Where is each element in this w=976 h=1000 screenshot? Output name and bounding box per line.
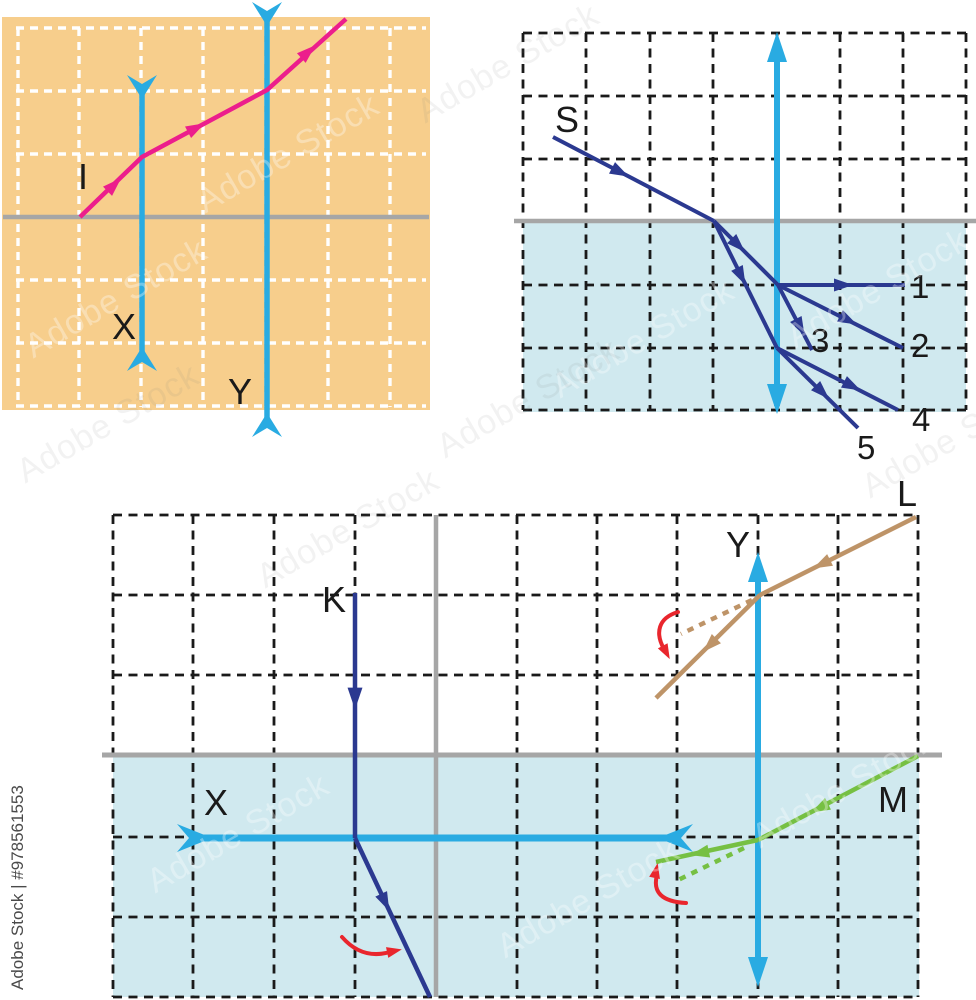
label-ray-4: 4 — [912, 401, 930, 438]
label-lens-y-panel3: Y — [726, 524, 750, 565]
label-ray-3: 3 — [811, 322, 829, 359]
panel-top-right: S 1 2 3 4 5 — [514, 31, 976, 466]
refracted-branch-b — [712, 220, 779, 349]
ray-arrow-icon — [347, 687, 363, 710]
normal-up-arrow-icon — [767, 32, 787, 62]
lens-y-bottom-chevron-icon — [252, 413, 282, 437]
ray-k — [347, 593, 433, 998]
stock-id-watermark: Adobe Stock | #978561553 — [8, 785, 27, 990]
ray-l — [654, 514, 918, 700]
label-ray-2: 2 — [911, 327, 929, 364]
ray-s-incident — [552, 135, 715, 223]
label-lens-x: X — [112, 306, 136, 347]
ray-i — [78, 17, 348, 219]
ray-3 — [776, 284, 814, 351]
lens-x-panel3 — [177, 824, 693, 852]
label-lens-y: Y — [228, 371, 252, 412]
refracted-branch-a — [712, 219, 780, 287]
label-ray-k: K — [322, 579, 346, 620]
ray-l-undeviated-dashed — [680, 597, 753, 637]
panel-top-left: I X Y — [2, 2, 430, 437]
ray-4 — [776, 346, 899, 412]
bend-arrow-m-curve — [653, 873, 688, 905]
ray-2 — [777, 283, 904, 350]
label-ray-m: M — [878, 779, 908, 820]
lens-y-panel3 — [748, 552, 768, 987]
ray-5 — [775, 346, 860, 430]
ray-m — [655, 754, 920, 884]
ray-arrow-icon — [810, 554, 833, 575]
label-ray-i: I — [78, 156, 88, 197]
lens-x-panel1 — [127, 75, 157, 371]
lens-y-up-arrow-icon — [748, 552, 768, 582]
ray-arrow-icon — [609, 162, 632, 183]
label-ray-l: L — [897, 473, 917, 514]
lens-y-panel1 — [252, 2, 282, 437]
label-ray-1: 1 — [911, 268, 929, 305]
panel-bottom: K X Y L M — [102, 473, 942, 999]
label-ray-5: 5 — [857, 429, 875, 466]
ray-1 — [778, 278, 905, 292]
bend-arrow-l-curve — [657, 610, 680, 651]
label-lens-x-panel3: X — [204, 782, 228, 823]
label-ray-s: S — [555, 99, 579, 140]
medium-one-background — [2, 17, 430, 410]
bend-arrow-k-curve — [340, 935, 392, 957]
